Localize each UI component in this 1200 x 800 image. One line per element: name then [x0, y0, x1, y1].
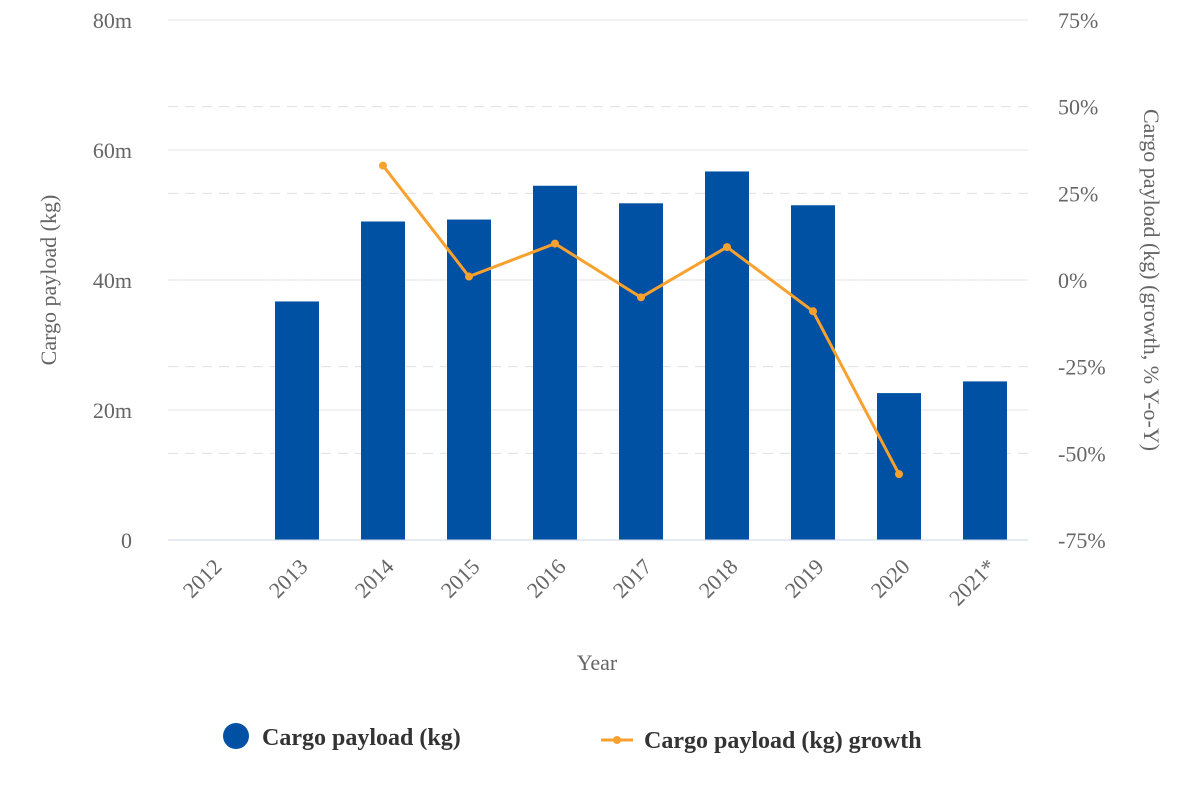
y2-tick-label: 0% — [1058, 268, 1087, 293]
bar — [361, 221, 405, 540]
x-tick-label: 2018 — [694, 554, 743, 603]
y-tick-label: 0 — [121, 528, 132, 553]
growth-point — [895, 470, 903, 479]
growth-point — [809, 307, 817, 316]
bar — [533, 185, 577, 540]
legend-line-dot-icon — [613, 736, 621, 744]
legend-bar-marker-icon — [223, 723, 249, 749]
x-tick-label: 2020 — [866, 554, 915, 603]
growth-point — [637, 293, 645, 302]
legend-item-bars[interactable]: Cargo payload (kg) — [223, 723, 461, 751]
x-tick-label: 2014 — [350, 554, 399, 603]
bar — [705, 171, 749, 540]
bar — [791, 205, 835, 540]
y2-axis-title: Cargo payload (kg) (growth, % Y-o-Y) — [1139, 109, 1164, 451]
y2-tick-label: 75% — [1058, 8, 1098, 33]
legend-bar-label: Cargo payload (kg) — [262, 725, 461, 751]
y2-tick-label: -25% — [1058, 355, 1106, 380]
legend-line-label: Cargo payload (kg) growth — [644, 728, 922, 754]
x-tick-label: 2019 — [780, 554, 829, 603]
growth-point — [551, 239, 559, 248]
growth-point — [379, 161, 387, 170]
x-tick-label: 2012 — [178, 554, 227, 603]
bar — [963, 381, 1007, 540]
x-tick-label: 2013 — [264, 554, 313, 603]
y-tick-label: 80m — [93, 8, 132, 33]
y2-tick-label: -50% — [1058, 441, 1106, 466]
axes: 0 20m 40m 60m 80m -75% -50% -25% 0% 25% 50% 75% 2012… — [93, 8, 1106, 610]
x-axis-title: Year — [577, 650, 618, 675]
growth-point — [723, 243, 731, 252]
y2-tick-label: -75% — [1058, 528, 1106, 553]
x-tick-label: 2017 — [608, 554, 657, 603]
bar — [447, 219, 491, 541]
y-tick-label: 40m — [93, 268, 132, 293]
bars — [275, 171, 1007, 541]
x-tick-label: 2016 — [522, 554, 571, 603]
bar — [275, 301, 319, 540]
x-tick-label: 2015 — [436, 554, 485, 603]
y-tick-label: 20m — [93, 398, 132, 423]
growth-point — [465, 272, 473, 281]
y-tick-label: 60m — [93, 138, 132, 163]
y-axis-title: Cargo payload (kg) — [36, 195, 61, 366]
bar — [877, 393, 921, 540]
bar — [619, 203, 663, 541]
x-tick-label: 2021* — [944, 554, 1001, 611]
y2-tick-label: 25% — [1058, 181, 1098, 206]
y2-tick-label: 50% — [1058, 95, 1098, 120]
legend-item-line[interactable]: Cargo payload (kg) growth — [601, 728, 922, 754]
growth-line — [379, 161, 903, 479]
legend[interactable]: Cargo payload (kg) Cargo payload (kg) gr… — [223, 723, 922, 754]
